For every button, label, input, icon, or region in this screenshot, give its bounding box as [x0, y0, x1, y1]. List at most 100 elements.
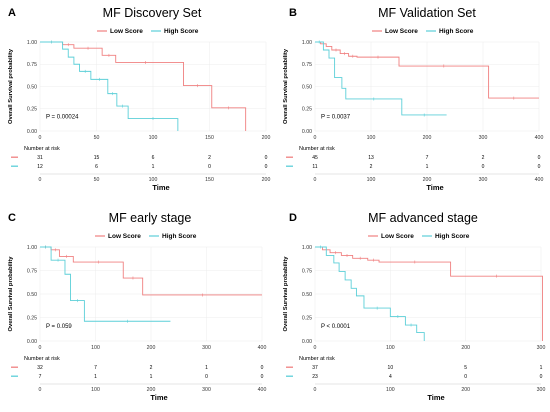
x-tick-label: 50	[94, 135, 100, 141]
x-tick-label: 0	[314, 135, 317, 141]
legend-label-low: Low Score	[110, 28, 143, 35]
survival-curve-high	[315, 41, 447, 116]
x-tick-label: 100	[149, 135, 158, 141]
risk-table-value: 45	[312, 155, 318, 161]
risk-table-value: 1	[152, 164, 155, 170]
x-tick-label: 200	[423, 135, 432, 141]
y-tick-label: 0.75	[27, 268, 37, 274]
risk-table-value: 31	[37, 155, 43, 161]
x-tick-label: 300	[202, 345, 211, 351]
x-tick-label: 200	[461, 345, 470, 351]
y-axis-title: Overall Survival probability	[283, 48, 289, 124]
risk-table-value: 4	[389, 374, 392, 380]
p-value: P = 0.0037	[321, 115, 351, 121]
legend-label-high: High Score	[435, 233, 470, 240]
y-tick-label: 0.50	[27, 292, 37, 298]
p-value: P < 0.0001	[321, 324, 351, 330]
panel-letter: A	[8, 7, 16, 19]
risk-table-value: 5	[464, 365, 467, 371]
survival-curve-high	[315, 246, 425, 341]
panel-title: MF advanced stage	[368, 211, 478, 225]
y-tick-label: 0.00	[27, 129, 37, 135]
risk-x-tick-label: 150	[205, 177, 214, 183]
panel-title: MF early stage	[109, 211, 192, 225]
y-tick-label: 0.25	[27, 315, 37, 321]
risk-table-value: 1	[150, 374, 153, 380]
risk-table-value: 6	[152, 155, 155, 161]
x-tick-label: 100	[386, 345, 395, 351]
risk-table-value: 2	[482, 155, 485, 161]
risk-table-value: 37	[312, 365, 318, 371]
y-tick-label: 0.50	[302, 292, 312, 298]
x-tick-label: 300	[537, 345, 546, 351]
x-tick-label: 100	[367, 135, 376, 141]
risk-table-value: 10	[388, 365, 394, 371]
risk-x-tick-label: 300	[479, 177, 488, 183]
y-tick-label: 0.25	[27, 107, 37, 113]
panel-b: B MF Validation Set Low Score High Score 0.0…	[283, 6, 543, 192]
legend-label-high: High Score	[164, 28, 199, 35]
panel-letter: B	[289, 7, 297, 19]
risk-table-value: 23	[312, 374, 318, 380]
x-tick-label: 100	[91, 345, 100, 351]
risk-x-tick-label: 50	[94, 177, 100, 183]
x-tick-label: 400	[258, 345, 267, 351]
risk-table-value: 2	[150, 365, 153, 371]
panel-a: A MF Discovery Set Low Score High Score 0.00…	[8, 6, 270, 192]
x-tick-label: 400	[535, 135, 544, 141]
risk-table-value: 0	[261, 365, 264, 371]
y-tick-label: 0.25	[302, 315, 312, 321]
risk-table-title: Number at risk	[24, 146, 60, 152]
panel-c: C MF early stage Low Score High Score 0.00 0.…	[8, 211, 266, 402]
risk-x-tick-label: 0	[314, 387, 317, 393]
survival-curve-high	[40, 246, 171, 322]
risk-x-tick-label: 200	[461, 387, 470, 393]
risk-table-value: 1	[205, 365, 208, 371]
risk-table-title: Number at risk	[299, 356, 335, 362]
risk-table-value: 0	[538, 164, 541, 170]
risk-table-value: 7	[94, 365, 97, 371]
risk-table-value: 7	[426, 155, 429, 161]
risk-table-value: 2	[370, 164, 373, 170]
y-tick-label: 1.00	[302, 245, 312, 251]
risk-table-value: 32	[37, 365, 43, 371]
risk-table-value: 12	[37, 164, 43, 170]
risk-table-value: 0	[261, 374, 264, 380]
risk-table-value: 0	[205, 374, 208, 380]
risk-table-value: 0	[538, 155, 541, 161]
x-axis-title: Time	[426, 183, 443, 192]
x-tick-label: 300	[479, 135, 488, 141]
y-axis-title: Overall Survival probability	[283, 256, 289, 332]
survival-curve-low	[315, 246, 543, 341]
risk-x-tick-label: 300	[537, 387, 546, 393]
p-value: P = 0.059	[46, 324, 72, 330]
legend-label-low: Low Score	[108, 233, 141, 240]
risk-table-value: 0	[265, 164, 268, 170]
x-tick-label: 0	[314, 345, 317, 351]
y-axis-title: Overall Survival probability	[8, 48, 14, 124]
y-tick-label: 0.75	[302, 62, 312, 68]
risk-x-tick-label: 400	[258, 387, 267, 393]
risk-table-title: Number at risk	[299, 146, 335, 152]
risk-x-tick-label: 0	[314, 177, 317, 183]
risk-table-value: 0	[482, 164, 485, 170]
x-tick-label: 150	[205, 135, 214, 141]
risk-x-tick-label: 200	[423, 177, 432, 183]
x-tick-label: 200	[147, 345, 156, 351]
risk-table-value: 0	[265, 155, 268, 161]
y-axis-title: Overall Survival probability	[8, 256, 14, 332]
risk-x-tick-label: 100	[367, 177, 376, 183]
risk-table-value: 7	[39, 374, 42, 380]
y-tick-label: 0.00	[302, 339, 312, 345]
risk-table-value: 11	[312, 164, 317, 170]
x-tick-label: 0	[39, 345, 42, 351]
risk-x-tick-label: 0	[39, 177, 42, 183]
risk-x-tick-label: 200	[147, 387, 156, 393]
x-tick-label: 0	[39, 135, 42, 141]
y-tick-label: 0.00	[302, 129, 312, 135]
legend-label-low: Low Score	[381, 233, 414, 240]
panel-d: D MF advanced stage Low Score High Score 0.0…	[283, 211, 545, 402]
risk-table-value: 0	[540, 374, 543, 380]
risk-x-tick-label: 100	[386, 387, 395, 393]
